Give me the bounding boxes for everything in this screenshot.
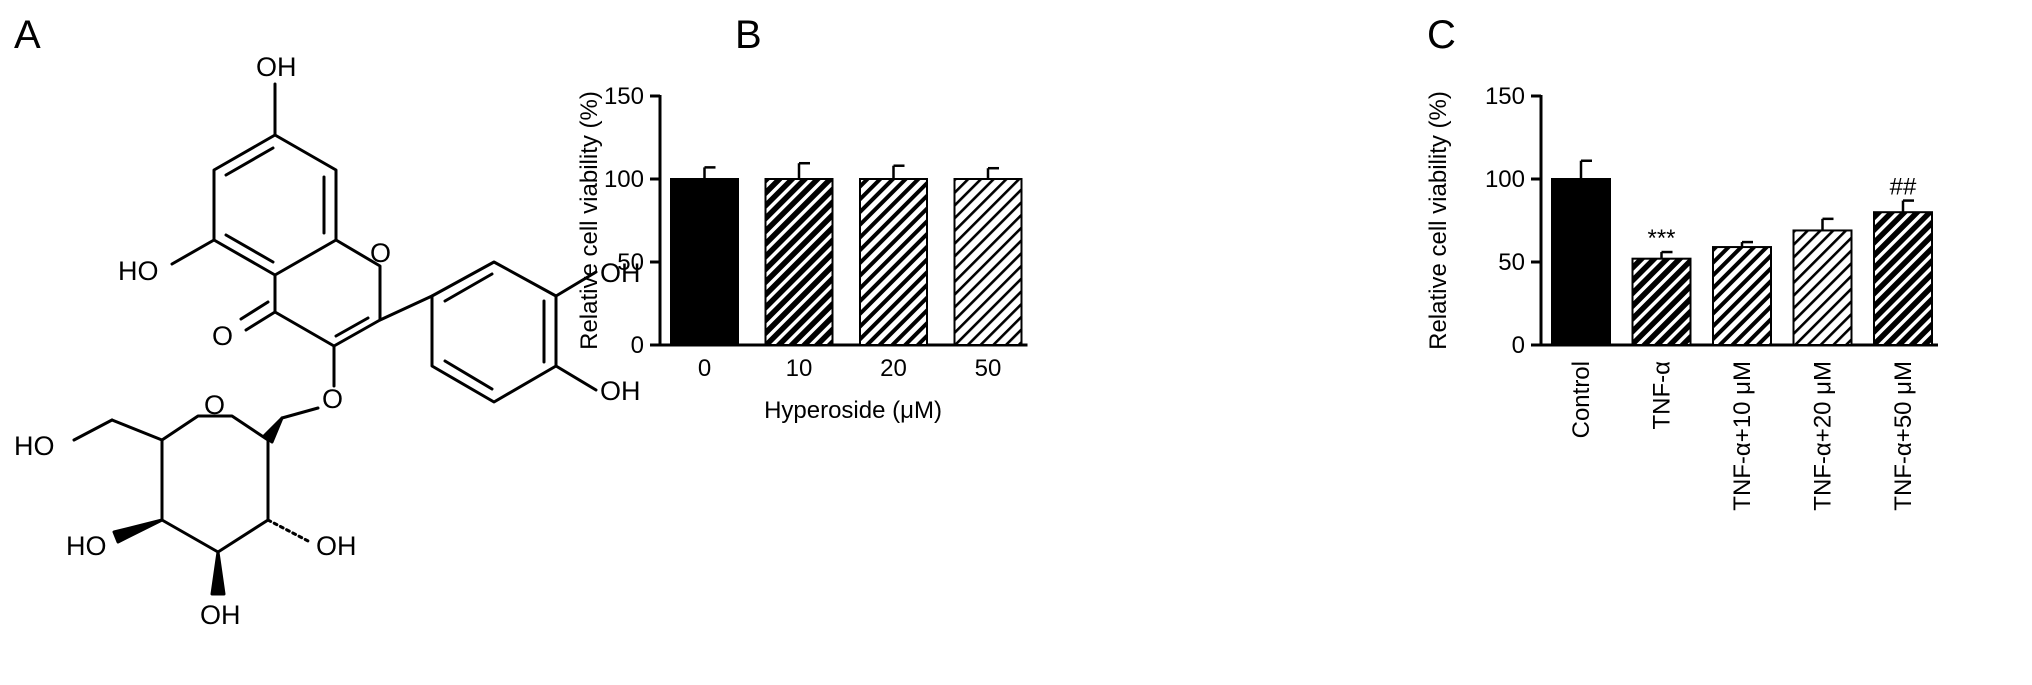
x-tick-label: 0 [698,355,711,382]
significance-label: *** [1647,225,1675,252]
bar [1873,211,1933,346]
ring-b-double-bond-1 [443,272,494,303]
atom-oh-sugar-right: OH [316,531,357,561]
atom-o-link: O [322,384,343,414]
atom-ho-left: HO [118,256,159,286]
x-axis-title: Hyperoside (μM) [764,397,942,424]
x-tick-label: TNF-α+10 μM [1729,361,1756,511]
x-tick-label: TNF-α [1649,361,1676,430]
ring-c [273,238,382,348]
atom-ho-sugar-low: HO [66,531,107,561]
bar [953,178,1023,346]
y-tick-label: 50 [1498,249,1525,276]
bond-oh-right-bottom [554,364,598,392]
atom-ho-sugar: HO [14,431,55,461]
y-tick-label: 0 [1512,332,1525,359]
x-tick-label: 50 [975,355,1002,382]
atom-o-carbonyl: O [212,321,233,351]
ring-a-double-bond-1 [224,146,275,177]
sugar-ring [160,414,270,554]
y-tick-label: 100 [1485,166,1525,193]
bar [1631,257,1692,346]
bar [859,178,928,346]
bar [1551,178,1611,346]
bond-o-anomeric [280,406,320,420]
y-tick-label: 100 [604,166,644,193]
hyperoside-structure [72,82,598,596]
atom-oh-sugar-bottom: OH [200,600,241,630]
ring-a [212,133,338,277]
y-axis-title: Relative cell viability (%) [576,91,603,350]
bond-sugar-ch2 [110,418,164,442]
sugar-wedge-bottom [210,550,226,596]
bond-ring-link [378,294,434,322]
ring-c-double-bond [334,316,370,338]
atom-oh-right-top: OH [600,258,641,288]
x-tick-label: TNF-α+20 μM [1810,361,1837,511]
sugar-wedge-left [112,518,164,544]
ring-b-double-bond-3 [443,359,494,391]
atom-o-sugar: O [204,390,225,420]
bar [670,178,739,346]
panel-letter-c: C [1427,13,1456,57]
y-tick-label: 50 [617,249,644,276]
ring-b [430,260,558,404]
x-tick-label: Control [1568,361,1595,438]
chart-c: 0 50 100 150 Relative cell viability (%) Cont… [1425,83,1938,511]
bond-carbonyl-2 [239,300,270,321]
y-tick-label: 0 [631,332,644,359]
panel-letter-b: B [735,13,762,57]
bond-ho-left [170,238,216,266]
bar [1712,246,1772,346]
atom-oh-right-bottom: OH [600,376,641,406]
sugar-hash-right [266,518,312,544]
atom-o-ring: O [370,238,391,268]
x-tick-label: 10 [786,355,813,382]
bond-ch2-oh [72,418,114,442]
atom-oh-top: OH [256,52,297,82]
y-tick-label: 150 [1485,83,1525,110]
x-tick-label: 20 [880,355,907,382]
y-tick-label: 150 [604,83,644,110]
significance-label: ## [1890,174,1917,201]
bond-carbonyl-1 [244,310,277,332]
bar [764,178,834,346]
bar [1792,229,1853,347]
x-tick-label: TNF-α+50 μM [1890,361,1917,511]
y-axis-title: Relative cell viability (%) [1425,91,1452,350]
ring-a-double-bond-3 [224,233,275,264]
panel-letter-a: A [14,13,41,57]
bond-oh-right-top [554,270,598,298]
